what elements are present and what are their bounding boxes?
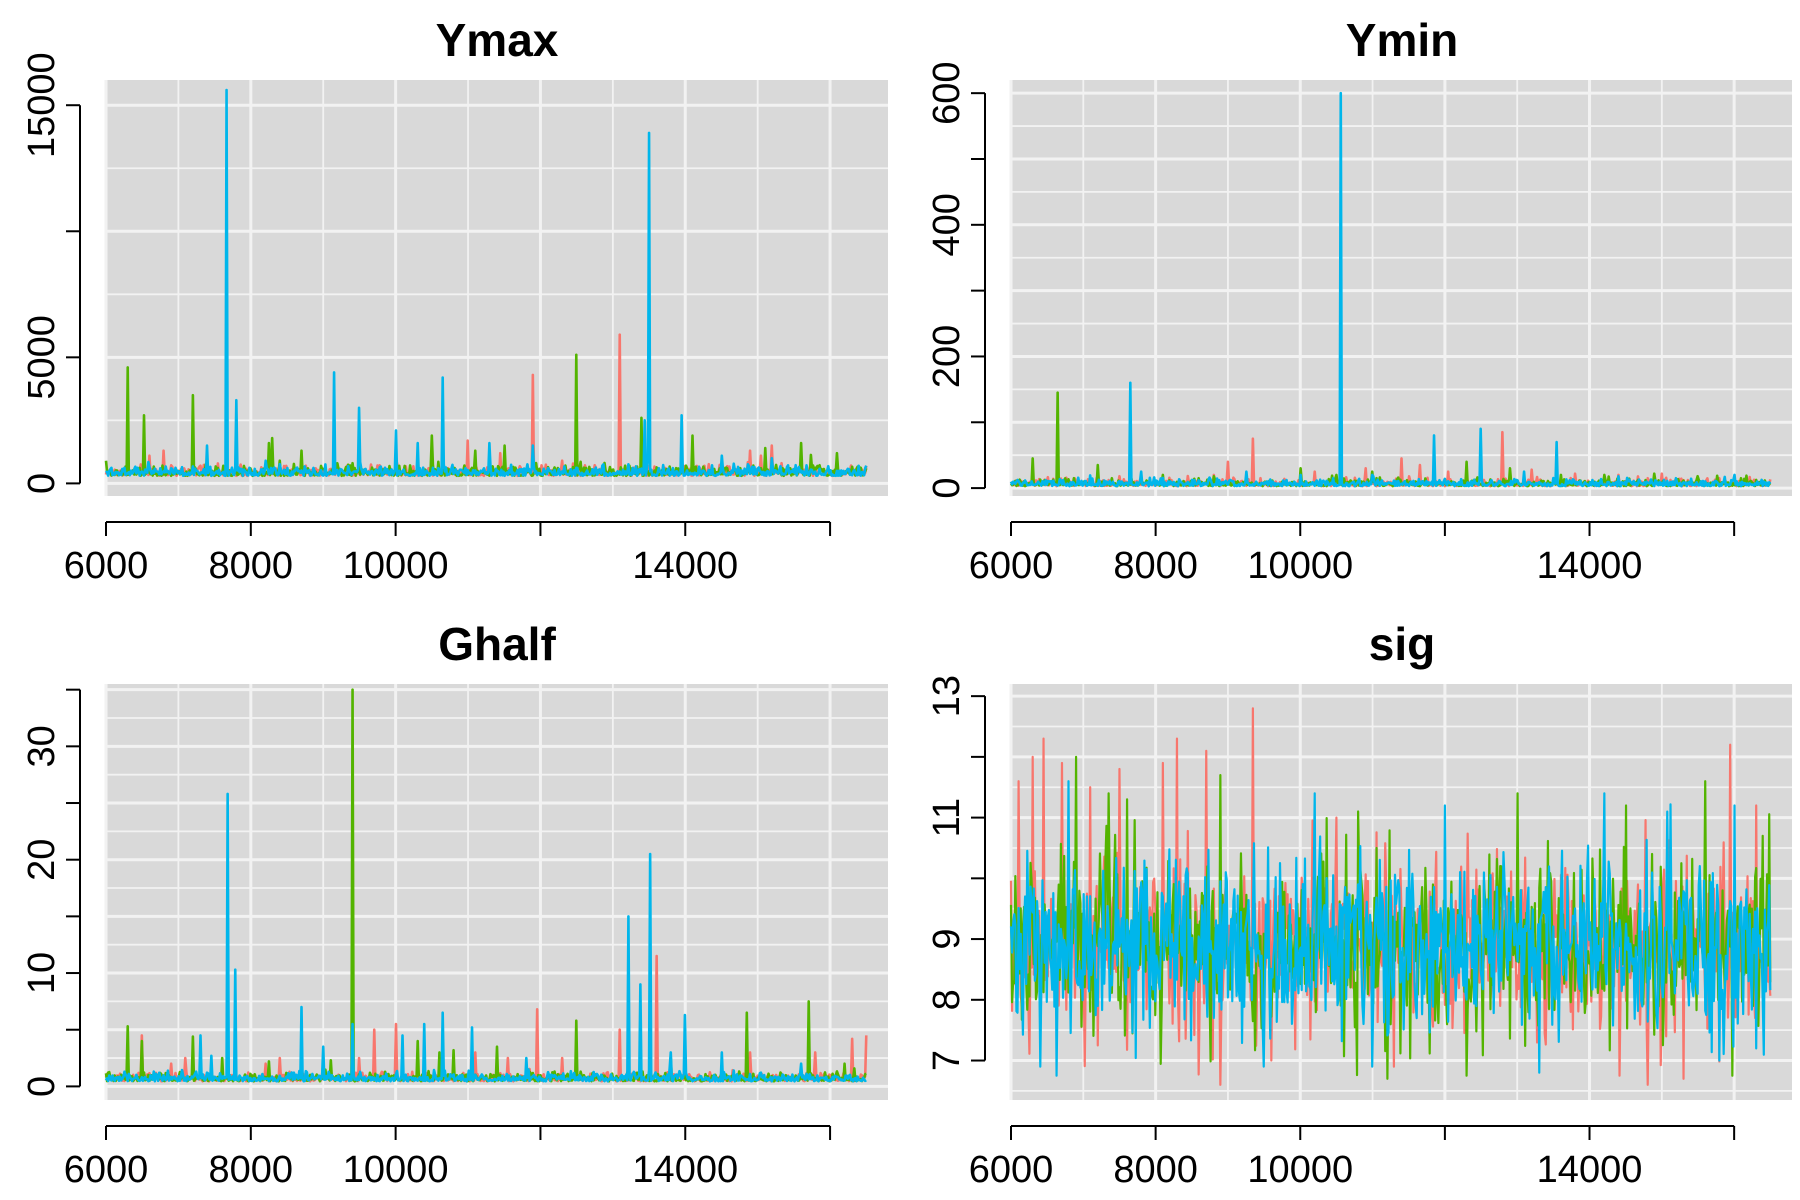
y-axis: 0 200 400 600 — [926, 61, 986, 499]
panel-title: Ymax — [436, 14, 559, 66]
x-axis: 6000 8000 10000 14000 — [64, 521, 832, 587]
x-tick-label: 6000 — [969, 545, 1054, 587]
y-tick-label: 30 — [21, 725, 63, 767]
grid — [104, 684, 888, 1100]
panel-title: sig — [1369, 618, 1435, 670]
y-tick-label: 0 — [926, 478, 968, 499]
x-tick-label: 10000 — [1247, 545, 1353, 587]
y-tick-label: 200 — [926, 325, 968, 388]
plot-background — [106, 80, 888, 496]
x-tick-label: 10000 — [1247, 1149, 1353, 1191]
y-tick-label: 10 — [21, 952, 63, 994]
y-tick-label: 0 — [21, 473, 63, 494]
y-tick-label: 11 — [926, 798, 968, 837]
panel-title: Ghalf — [438, 618, 556, 670]
x-tick-label: 14000 — [1537, 1149, 1643, 1191]
y-tick-label: 20 — [21, 839, 63, 881]
y-tick-label: 8 — [926, 989, 968, 1010]
series-line-3 — [104, 88, 868, 478]
y-tick-label: 5000 — [21, 315, 63, 400]
grid — [1009, 80, 1792, 496]
x-tick-label: 8000 — [209, 545, 294, 587]
x-tick-label: 6000 — [64, 1149, 149, 1191]
y-axis: 0 5000 15000 — [21, 52, 81, 494]
x-axis: 6000 8000 10000 14000 — [969, 1125, 1736, 1191]
x-tick-label: 10000 — [343, 1149, 449, 1191]
y-tick-label: 9 — [926, 928, 968, 949]
plot-background — [1011, 80, 1792, 496]
panel-sig: 6000 8000 10000 14000 7 8 9 11 13 sig — [926, 618, 1792, 1191]
x-tick-label: 14000 — [1537, 545, 1643, 587]
panel-title: Ymin — [1346, 14, 1458, 66]
x-tick-label: 14000 — [632, 545, 738, 587]
panel-ymin: 6000 8000 10000 14000 0 200 400 600 Ymin — [926, 14, 1792, 587]
x-tick-label: 14000 — [632, 1149, 738, 1191]
y-tick-label: 13 — [926, 675, 968, 717]
y-tick-label: 15000 — [21, 52, 63, 158]
y-axis: 7 8 9 11 13 — [926, 675, 986, 1071]
panel-ghalf: 6000 8000 10000 14000 0 10 20 30 Ghalf — [21, 618, 888, 1191]
y-tick-label: 0 — [21, 1076, 63, 1097]
series-line-2 — [104, 688, 867, 1083]
x-tick-label: 8000 — [1113, 1149, 1198, 1191]
x-tick-label: 8000 — [1113, 545, 1198, 587]
x-tick-label: 8000 — [209, 1149, 294, 1191]
x-tick-label: 6000 — [64, 545, 149, 587]
x-axis: 6000 8000 10000 14000 — [64, 1125, 832, 1191]
panel-ymax: 6000 8000 10000 14000 0 5000 15000 Ymax — [21, 14, 888, 587]
y-tick-label: 7 — [926, 1050, 968, 1071]
x-tick-label: 6000 — [969, 1149, 1054, 1191]
y-axis: 0 10 20 30 — [21, 688, 81, 1097]
x-axis: 6000 8000 10000 14000 — [969, 521, 1736, 587]
series-line-3 — [1009, 780, 1772, 1077]
series-line-3 — [1009, 91, 1772, 488]
x-tick-label: 10000 — [343, 545, 449, 587]
grid — [104, 80, 888, 496]
y-tick-label: 600 — [926, 61, 968, 124]
y-tick-label: 400 — [926, 193, 968, 256]
series-line-3 — [104, 792, 867, 1083]
